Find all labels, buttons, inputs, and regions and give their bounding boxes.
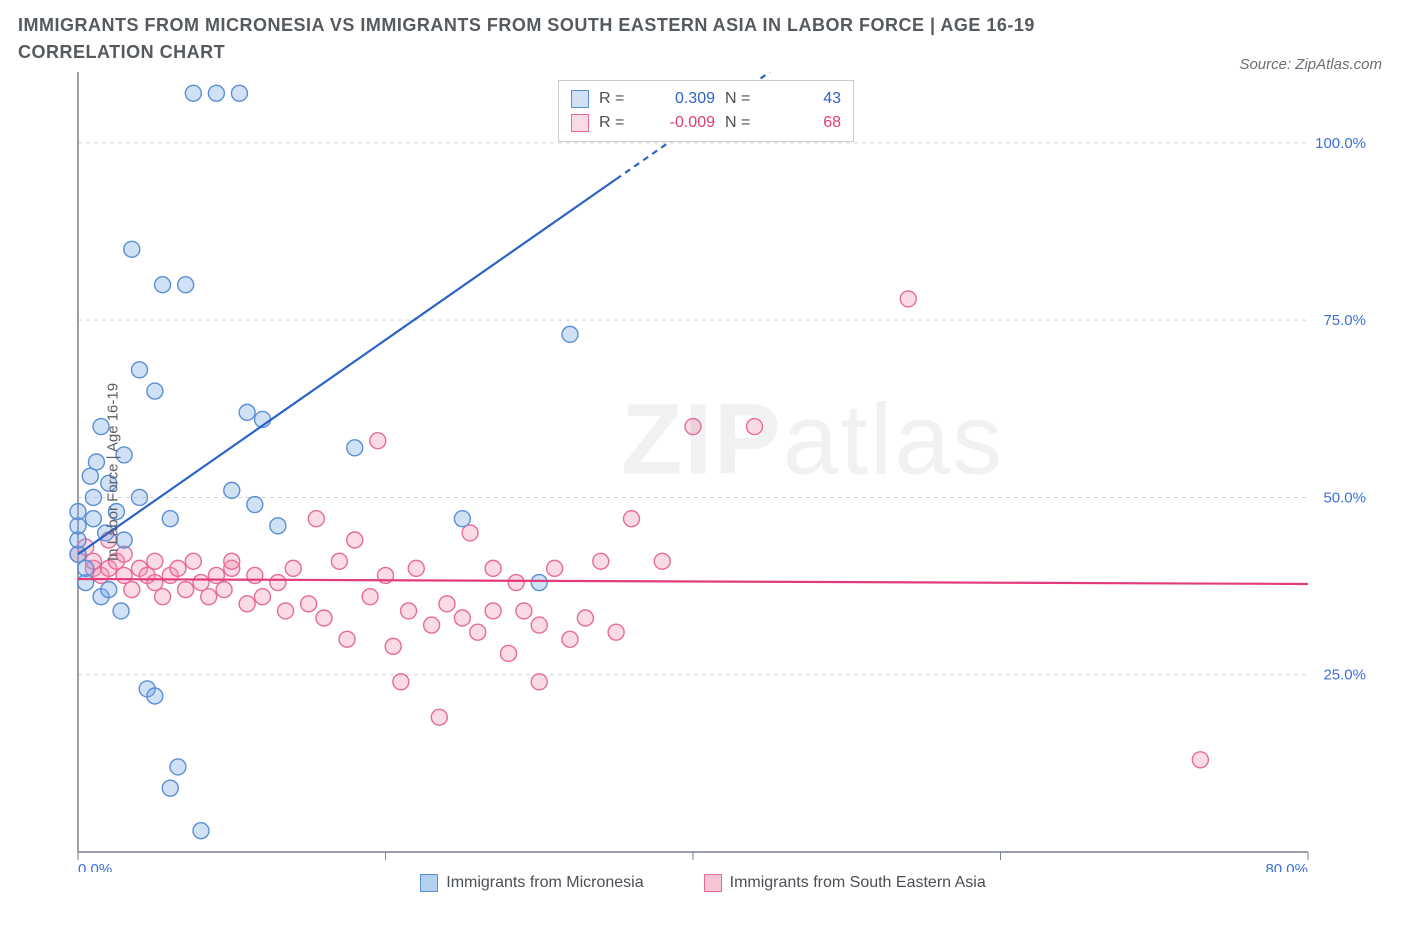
n-value-0: 43 xyxy=(771,87,841,111)
legend-item-0: Immigrants from Micronesia xyxy=(420,874,643,892)
svg-text:25.0%: 25.0% xyxy=(1323,667,1366,684)
r-value-1: -0.009 xyxy=(645,111,715,135)
y-axis-label: In Labor Force | Age 16-19 xyxy=(105,383,122,561)
n-value-1: 68 xyxy=(771,111,841,135)
stats-row-series-0: R = 0.309 N = 43 xyxy=(571,87,841,111)
stats-legend: R = 0.309 N = 43 R = -0.009 N = 68 xyxy=(558,80,854,142)
swatch-series-1 xyxy=(571,114,589,132)
series-legend: Immigrants from Micronesia Immigrants fr… xyxy=(18,874,1388,892)
svg-text:75.0%: 75.0% xyxy=(1323,312,1366,329)
swatch-legend-1 xyxy=(704,874,722,892)
source-label: Source: ZipAtlas.com xyxy=(1239,56,1382,73)
swatch-legend-0 xyxy=(420,874,438,892)
svg-text:0.0%: 0.0% xyxy=(78,861,112,872)
swatch-series-0 xyxy=(571,90,589,108)
page-title: IMMIGRANTS FROM MICRONESIA VS IMMIGRANTS… xyxy=(18,12,1118,66)
svg-text:80.0%: 80.0% xyxy=(1265,861,1308,872)
chart-container: In Labor Force | Age 16-19 ZIPatlas 25.0… xyxy=(18,72,1388,872)
legend-item-1: Immigrants from South Eastern Asia xyxy=(704,874,986,892)
r-value-0: 0.309 xyxy=(645,87,715,111)
svg-text:100.0%: 100.0% xyxy=(1315,135,1366,152)
stats-row-series-1: R = -0.009 N = 68 xyxy=(571,111,841,135)
scatter-plot: 25.0% 50.0% 75.0% 100.0% 0.0% 80.0% xyxy=(18,72,1388,872)
svg-text:50.0%: 50.0% xyxy=(1323,489,1366,506)
